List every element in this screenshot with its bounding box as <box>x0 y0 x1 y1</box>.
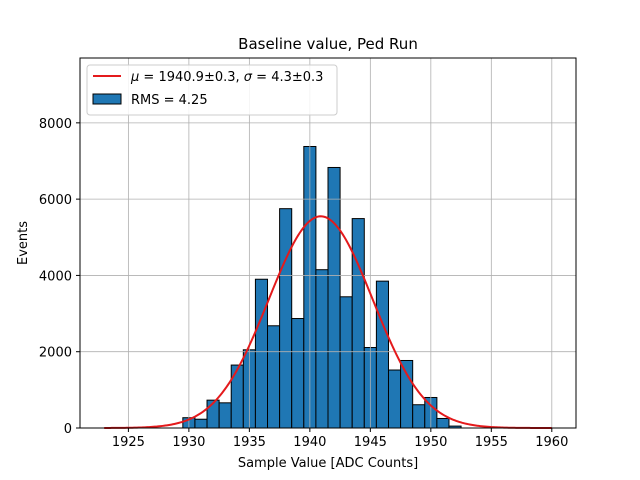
histogram-bar <box>218 402 232 429</box>
x-tick-label: 1950 <box>414 435 447 450</box>
legend-fit-label: μ = 1940.9±0.3, σ = 4.3±0.3 <box>130 70 323 85</box>
x-tick-label: 1955 <box>475 435 508 450</box>
plot-frame <box>79 57 577 429</box>
histogram-bar <box>327 166 341 429</box>
histogram-bar <box>351 218 365 429</box>
histogram-bar <box>339 296 353 429</box>
legend: μ = 1940.9±0.3, σ = 4.3±0.3 RMS = 4.25 <box>86 64 338 116</box>
y-axis-label: Events <box>16 221 31 265</box>
y-tick-label: 2000 <box>39 346 72 361</box>
legend-histogram-swatch <box>92 93 122 105</box>
y-axis-ticks: 0 2000 4000 6000 8000 <box>39 117 80 437</box>
x-tick-label: 1935 <box>233 435 266 450</box>
x-tick-label: 1945 <box>354 435 387 450</box>
legend-histogram-label: RMS = 4.25 <box>131 93 208 108</box>
y-tick-label: 6000 <box>39 193 72 208</box>
chart-title: Baseline value, Ped Run <box>238 35 418 53</box>
x-axis-ticks: 1925 1930 1935 1940 1945 1950 1955 1960 <box>112 428 568 450</box>
histogram-bar <box>230 364 244 429</box>
y-tick-label: 4000 <box>39 269 72 284</box>
histogram-bar <box>412 404 426 429</box>
legend-fit-mu: 1940.9±0.3 <box>158 70 235 85</box>
histogram-bar <box>291 318 305 429</box>
gaussian-fit-curve <box>104 215 552 429</box>
histogram-bar <box>267 325 281 429</box>
histogram-bar <box>194 418 208 429</box>
histogram-bar <box>387 369 402 429</box>
histogram-bar <box>375 280 389 429</box>
grid-lines <box>80 58 576 429</box>
histogram-bar <box>279 208 293 429</box>
x-axis-label: Sample Value [ADC Counts] <box>238 456 418 471</box>
histogram-bar <box>436 417 450 429</box>
histogram-bar <box>315 269 329 429</box>
y-tick-label: 8000 <box>39 117 72 132</box>
histogram-bar <box>400 359 414 429</box>
legend-fit-sigma: 4.3±0.3 <box>271 70 323 85</box>
histogram-bar <box>254 278 269 429</box>
legend-box <box>86 64 338 116</box>
x-tick-label: 1940 <box>293 435 326 450</box>
x-tick-label: 1930 <box>172 435 205 450</box>
x-tick-label: 1925 <box>112 435 145 450</box>
x-tick-label: 1960 <box>535 435 568 450</box>
y-tick-label: 0 <box>64 422 72 437</box>
